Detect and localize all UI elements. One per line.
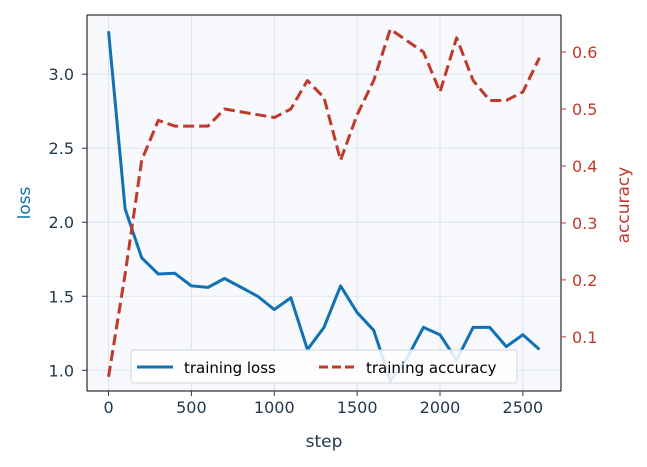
series-line-training-loss xyxy=(107,31,541,383)
y-right-tick-label-0.2: 0.2 xyxy=(572,271,597,290)
y-axis-right-label: accuracy xyxy=(614,167,634,244)
y-right-tick-label-0.3: 0.3 xyxy=(572,214,597,233)
x-axis-label: step xyxy=(306,432,343,452)
series-lines xyxy=(107,27,541,383)
plot-background xyxy=(87,15,561,391)
y-right-tick-label-0.4: 0.4 xyxy=(572,157,597,176)
x-tick-label-2500: 2500 xyxy=(503,398,544,417)
x-tick-label-1500: 1500 xyxy=(337,398,378,417)
x-tick-label-1000: 1000 xyxy=(254,398,295,417)
ticks: 0 500 1000 1500 2000 2500 1.0 1.5 2.0 2.5 3.0 0.1 0.… xyxy=(49,43,598,417)
legend-label-training-loss: training loss xyxy=(184,359,276,377)
y-left-tick-label-1: 1.0 xyxy=(49,361,74,380)
axes xyxy=(86,14,562,392)
series-line-training-accuracy xyxy=(107,27,541,377)
y-left-tick-label-1.5: 1.5 xyxy=(49,287,74,306)
x-tick-label-500: 500 xyxy=(176,398,207,417)
x-tick-label-0: 0 xyxy=(103,398,113,417)
y-right-tick-label-0.5: 0.5 xyxy=(572,100,597,119)
x-tick-label-2000: 2000 xyxy=(420,398,461,417)
y-left-tick-label-2: 2.0 xyxy=(49,213,74,232)
legend-label-training-accuracy: training accuracy xyxy=(366,359,497,377)
y-axis-left-label: loss xyxy=(15,186,35,219)
y-left-tick-label-3: 3.0 xyxy=(49,65,74,84)
y-left-tick-label-2.5: 2.5 xyxy=(49,139,74,158)
legend: training loss training accuracy xyxy=(130,349,518,384)
y-right-tick-label-0.6: 0.6 xyxy=(572,43,597,62)
y-right-tick-label-0.1: 0.1 xyxy=(572,328,597,347)
